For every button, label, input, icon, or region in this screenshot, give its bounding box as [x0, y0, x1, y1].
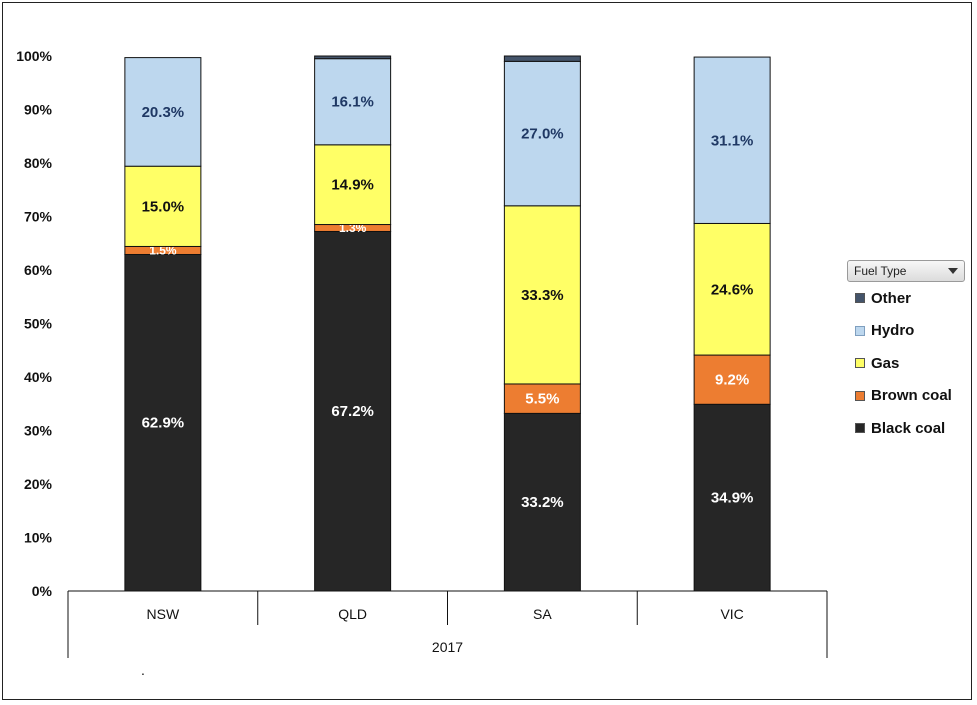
data-label: 34.9%	[711, 490, 754, 507]
dropdown-arrow-icon[interactable]	[948, 268, 958, 274]
legend: Fuel Type Other Hydro Gas Brown coal Black c…	[847, 260, 965, 445]
legend-item-brown-coal[interactable]: Brown coal	[847, 380, 965, 413]
legend-header-label: Fuel Type	[854, 264, 907, 278]
legend-filter-dropdown[interactable]: Fuel Type	[847, 260, 965, 282]
y-tick-label: 40%	[24, 369, 53, 385]
data-label: 62.9%	[142, 415, 185, 432]
x-tick-label: QLD	[338, 606, 367, 622]
bar-segment-black-coal	[693, 403, 771, 592]
data-label: 14.9%	[331, 177, 374, 194]
bar-stack-sa: 33.2% 5.5% 33.3% 27.0%	[503, 55, 581, 592]
legend-label: Hydro	[871, 322, 915, 340]
y-tick-label: 10%	[24, 530, 53, 546]
x-tick-label: NSW	[147, 606, 180, 622]
x-tick-label: VIC	[720, 606, 743, 622]
legend-swatch	[855, 423, 865, 434]
bar-stack-qld: 67.2%1.3%14.9%16.1%	[314, 55, 392, 592]
x-axis: NSW QLD SA VIC 2017	[67, 590, 828, 658]
legend-item-hydro[interactable]: Hydro	[847, 315, 965, 348]
legend-item-gas[interactable]: Gas	[847, 347, 965, 380]
bar-segment-hydro	[693, 56, 771, 224]
legend-swatch	[855, 293, 865, 304]
data-label: 9.2%	[715, 372, 749, 389]
data-label: 1.5%	[149, 243, 177, 257]
y-tick-label: 50%	[24, 316, 53, 332]
data-label: 33.3%	[521, 287, 564, 304]
legend-item-other[interactable]: Other	[847, 282, 965, 315]
legend-label: Black coal	[871, 419, 946, 437]
legend-label: Other	[871, 289, 912, 307]
data-label: 20.3%	[142, 104, 185, 121]
bars: 62.9%1.5%15.0%20.3%67.2%1.3%14.9%16.1%33…	[124, 55, 771, 592]
y-tick-label: 100%	[16, 48, 52, 64]
data-label: 5.5%	[525, 391, 559, 408]
data-label: 27.0%	[521, 126, 564, 143]
data-label: 24.6%	[711, 281, 754, 298]
bar-segment-other	[503, 55, 581, 62]
y-tick-label: 0%	[32, 583, 53, 599]
legend-label: Brown coal	[871, 387, 952, 405]
bar-stack-vic: 34.9% 9.2% 24.6% 31.1%	[693, 56, 771, 592]
x-tick-label: SA	[533, 606, 552, 622]
data-label: 33.2%	[521, 494, 564, 511]
bar-segment-gas	[693, 222, 771, 356]
y-tick-label: 70%	[24, 209, 53, 225]
legend-swatch	[855, 390, 865, 401]
data-label: 15.0%	[142, 198, 185, 215]
y-tick-label: 90%	[24, 102, 53, 118]
y-tick-label: 20%	[24, 476, 53, 492]
bar-segment-gas	[314, 144, 392, 226]
y-tick-label: 80%	[24, 155, 53, 171]
data-label: 31.1%	[711, 132, 754, 149]
bar-segment-hydro	[124, 57, 202, 167]
data-label: 16.1%	[331, 94, 374, 111]
bar-segment-black-coal	[503, 412, 581, 592]
y-tick-label: 30%	[24, 423, 53, 439]
legend-item-black-coal[interactable]: Black coal	[847, 412, 965, 445]
bar-stack-nsw: 62.9% 1.5% 15.0% 20.3%	[124, 57, 202, 592]
bar-segment-hydro	[503, 60, 581, 207]
legend-swatch	[855, 358, 865, 369]
legend-items: Other Hydro Gas Brown coal Black coal	[847, 282, 965, 445]
bar-segment-gas	[503, 205, 581, 385]
y-tick-label: 60%	[24, 262, 53, 278]
y-axis: 0% 10% 20% 30% 40% 50% 60% 70% 80% 90% 100%	[16, 48, 52, 599]
bar-segment-brown-coal	[693, 354, 771, 405]
bar-segment-black-coal	[124, 253, 202, 592]
data-label: 67.2%	[331, 403, 374, 420]
bar-segment-gas	[124, 165, 202, 247]
footnote-mark: .	[141, 662, 145, 678]
bar-segment-other	[314, 55, 392, 60]
legend-swatch	[855, 325, 865, 336]
x-group-label: 2017	[432, 639, 463, 655]
legend-label: Gas	[871, 354, 900, 372]
